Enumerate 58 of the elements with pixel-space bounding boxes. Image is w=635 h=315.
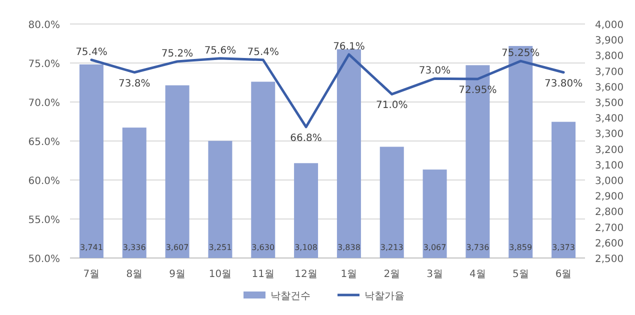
legend-label: 낙찰건수 (270, 291, 310, 302)
data-label: 3,373 (552, 243, 575, 252)
x-tick-label: 5월 (512, 269, 529, 280)
y2-tick-label: 2,900 (595, 192, 624, 203)
y2-tick-label: 3,300 (595, 129, 624, 140)
x-tick-label: 3월 (426, 269, 443, 280)
data-label: 66.8% (290, 132, 322, 144)
data-label: 3,838 (338, 243, 360, 252)
legend-label: 낙찰가율 (364, 291, 404, 302)
x-tick-label: 1월 (340, 269, 358, 280)
y2-tick-label: 3,500 (595, 98, 624, 109)
y2-tick-label: 3,000 (595, 176, 624, 187)
data-label: 75.6% (204, 45, 236, 56)
data-label: 3,859 (509, 243, 532, 252)
y2-tick-label: 3,700 (595, 66, 624, 78)
x-tick-label: 2월 (384, 269, 400, 280)
y-tick-label: 70.0% (28, 98, 60, 109)
data-label: 3,736 (466, 243, 490, 252)
y-tick-label: 55.0% (28, 215, 60, 226)
y2-tick-label: 3,200 (595, 144, 624, 156)
x-tick-label: 6월 (555, 269, 572, 280)
y2-tick-label: 2,800 (595, 207, 624, 218)
data-label: 75.2% (161, 48, 194, 60)
x-tick-label: 7월 (83, 269, 100, 280)
data-label: 75.4% (247, 46, 280, 58)
y2-tick-label: 2,500 (595, 254, 624, 265)
data-label: 3,213 (380, 243, 404, 252)
y2-tick-label: 3,400 (595, 114, 624, 125)
data-label: 73.0% (418, 66, 451, 77)
data-label: 3,741 (80, 243, 103, 252)
y-tick-label: 65.0% (28, 137, 60, 148)
y-tick-label: 60.0% (28, 176, 60, 187)
y2-tick-label: 2,700 (595, 222, 624, 234)
y2-tick-label: 3,900 (595, 36, 624, 47)
y2-tick-label: 3,600 (595, 82, 624, 94)
data-label: 3,067 (423, 243, 446, 252)
data-label: 3,607 (166, 243, 189, 252)
data-label: 71.0% (376, 100, 408, 112)
data-label: 75.4% (76, 46, 108, 58)
y2-tick-label: 3,100 (595, 160, 624, 172)
y2-tick-label: 2,600 (595, 238, 624, 250)
y2-tick-label: 4,000 (595, 20, 624, 31)
data-label: 3,630 (252, 243, 275, 252)
data-label: 73.8% (118, 78, 150, 90)
data-label: 3,251 (208, 243, 232, 252)
x-tick-label: 10월 (208, 269, 232, 280)
x-tick-label: 9월 (169, 269, 186, 280)
data-label: 3,336 (122, 243, 146, 252)
y-tick-label: 75.0% (28, 59, 60, 70)
x-tick-label: 11월 (252, 269, 274, 280)
data-label: 73.80% (544, 78, 583, 90)
x-tick-label: 12월 (294, 269, 318, 280)
x-tick-label: 4월 (470, 269, 486, 280)
y-tick-label: 80.0% (28, 20, 60, 31)
data-label: 3,108 (294, 243, 318, 252)
y-tick-label: 50.0% (28, 254, 60, 265)
x-tick-label: 8월 (126, 269, 143, 280)
y2-tick-label: 3,800 (595, 51, 624, 62)
